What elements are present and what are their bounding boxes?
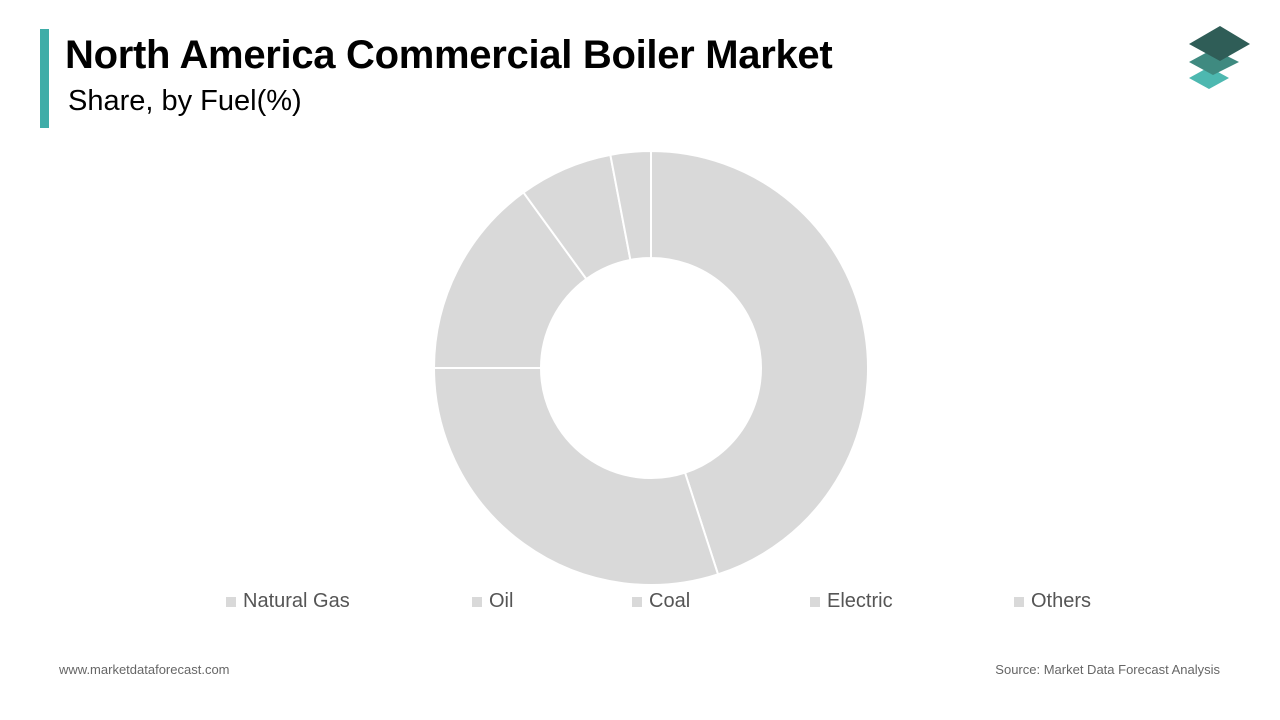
donut-chart [432,149,869,586]
legend-swatch [1014,596,1024,607]
legend-label: Others [1031,590,1092,612]
legend-label: Oil [489,590,514,612]
donut-slice-coal [432,191,588,369]
logo-layer-top [1189,26,1250,61]
legend-swatch [810,596,820,607]
legend-item-electric: Electric [810,590,893,613]
source-note: Source: Market Data Forecast Analysis [995,662,1220,677]
legend-item-coal: Coal [632,590,690,613]
chart-legend: Natural Gas Oil Coal Electric Others [0,590,1280,620]
legend-label: Electric [827,590,893,612]
donut-slice-natural-gas [650,149,869,576]
legend-label: Coal [649,590,691,612]
legend-swatch [632,596,642,607]
legend-label: Natural Gas [243,590,350,612]
donut-slice-oil [432,367,720,586]
chart-title: North America Commercial Boiler Market [65,33,833,77]
title-accent-bar [40,29,49,128]
stacked-layers-icon [1189,26,1250,89]
legend-swatch [472,596,482,607]
website-url: www.marketdataforecast.com [59,662,230,677]
logo-layer-bottom [1189,67,1229,89]
chart-subtitle: Share, by Fuel(%) [68,85,302,117]
legend-swatch [226,596,236,607]
logo-layer-middle [1189,49,1239,75]
legend-item-natural-gas: Natural Gas [226,590,350,613]
donut-slice-others [609,149,652,262]
legend-item-oil: Oil [472,590,513,613]
legend-item-others: Others [1014,590,1091,613]
